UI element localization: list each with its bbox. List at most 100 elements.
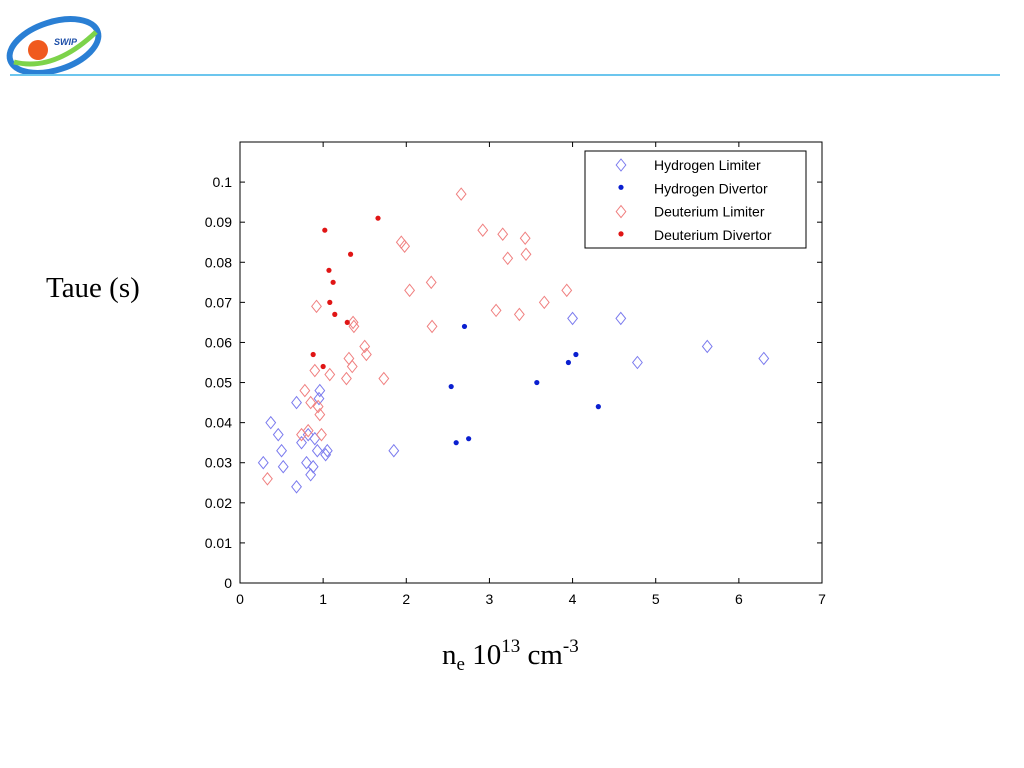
hydrogen-limiter-point [758,351,770,366]
hydrogen-divertor-point [565,359,572,366]
deuterium-divertor-point [327,299,333,305]
logo-ring [6,16,102,76]
deuterium-divertor-point [347,251,354,257]
y-tick-label: 0 [224,575,232,591]
y-axis-label: Taue (s) [46,272,140,304]
hydrogen-limiter-point [615,311,627,326]
hydrogen-limiter-point [302,427,314,442]
x-tick-label: 7 [818,591,826,607]
deuterium-limiter-point [299,383,311,398]
y-tick-label: 0.02 [205,495,232,511]
deuterium-divertor-point [330,279,336,285]
deuterium-limiter-point [348,319,360,334]
x-axis-label: ne 1013 cm-3 [442,636,579,676]
y-tick-label: 0.09 [205,214,232,230]
deuterium-divertor-point [332,311,338,317]
deuterium-divertor-point [326,267,332,273]
y-tick-label: 0.08 [205,254,232,270]
deuterium-limiter-point [513,307,525,322]
deuterium-limiter-point [399,239,411,254]
deuterium-limiter-point [346,359,358,374]
hydrogen-limiter-point [321,443,333,458]
logo-swoosh [13,30,98,67]
deuterium-limiter-point [378,371,390,386]
deuterium-divertor-point [322,227,328,233]
hydrogen-limiter-point [296,435,307,450]
deuterium-limiter-point [316,427,327,442]
deuterium-limiter-point [314,407,326,422]
hydrogen-limiter-point [305,467,317,482]
legend-label: Hydrogen Limiter [654,157,761,173]
deuterium-limiter-point [561,283,573,298]
deuterium-limiter-point [347,315,359,330]
deuterium-limiter-point [309,363,321,378]
hydrogen-divertor-point [595,404,601,410]
hydrogen-divertor-point [448,383,454,390]
hydrogen-limiter-point [265,415,277,430]
hydrogen-limiter-point [388,443,400,458]
legend-marker-hydrogen-limiter [615,158,627,172]
y-tick-label: 0.1 [213,174,233,190]
deuterium-limiter-point [305,395,317,410]
deuterium-divertor-point [310,351,316,358]
x-tick-label: 0 [236,591,244,607]
x-tick-label: 4 [569,591,577,607]
y-tick-label: 0.01 [205,535,232,551]
hydrogen-limiter-point [277,459,289,474]
x-tick-label: 6 [735,591,743,607]
swip-logo: SWIP [6,16,102,76]
deuterium-limiter-point [497,227,509,242]
hydrogen-limiter-point [291,479,302,494]
y-tick-label: 0.04 [205,415,232,431]
plot-frame [239,141,823,584]
deuterium-limiter-point [395,235,407,250]
legend-label: Hydrogen Divertor [654,180,768,196]
deuterium-divertor-point [320,363,326,370]
legend-label: Deuterium Divertor [654,227,772,243]
logo-text: SWIP [54,37,78,47]
deuterium-limiter-point [502,251,514,266]
y-tick-label: 0.05 [205,375,232,391]
deuterium-limiter-point [519,231,531,246]
x-label-sup1: 13 [501,636,521,657]
legend-label: Deuterium Limiter [654,204,765,220]
hydrogen-limiter-point [567,311,579,326]
deuterium-limiter-point [426,319,438,334]
hydrogen-limiter-point [313,391,325,406]
x-label-mid: 10 [464,639,502,671]
legend-marker-deuterium-divertor [618,231,624,237]
deuterium-limiter-point [477,223,489,238]
deuterium-divertor-point [344,319,350,326]
deuterium-limiter-point [324,367,336,382]
deuterium-limiter-point [425,275,437,290]
hydrogen-limiter-point [631,355,643,370]
deuterium-divertor-point [375,215,381,221]
y-tick-label: 0.06 [205,334,232,350]
deuterium-limiter-point [455,187,467,201]
legend-marker-deuterium-limiter [615,204,627,219]
y-tick-label: 0.07 [205,294,232,310]
header-divider [10,74,1000,76]
logo-ball [28,40,48,60]
hydrogen-limiter-point [307,459,319,474]
deuterium-limiter-point [312,399,324,414]
hydrogen-divertor-point [461,323,468,330]
x-tick-label: 5 [652,591,660,607]
deuterium-limiter-point [490,303,502,318]
y-tick-label: 0.03 [205,455,232,471]
hydrogen-limiter-point [701,339,713,354]
x-label-sup2: -3 [562,636,579,657]
x-label-unit: cm [520,639,563,671]
deuterium-limiter-point [340,371,352,386]
hydrogen-limiter-point [276,443,288,458]
x-label-sub: e [456,654,465,675]
x-tick-label: 1 [319,591,327,607]
deuterium-limiter-point [261,471,273,486]
hydrogen-limiter-point [309,431,321,446]
deuterium-limiter-point [520,247,532,262]
deuterium-limiter-point [359,339,371,354]
hydrogen-limiter-point [314,383,326,398]
hydrogen-divertor-point [466,436,472,442]
legend-marker-hydrogen-divertor [618,184,624,190]
